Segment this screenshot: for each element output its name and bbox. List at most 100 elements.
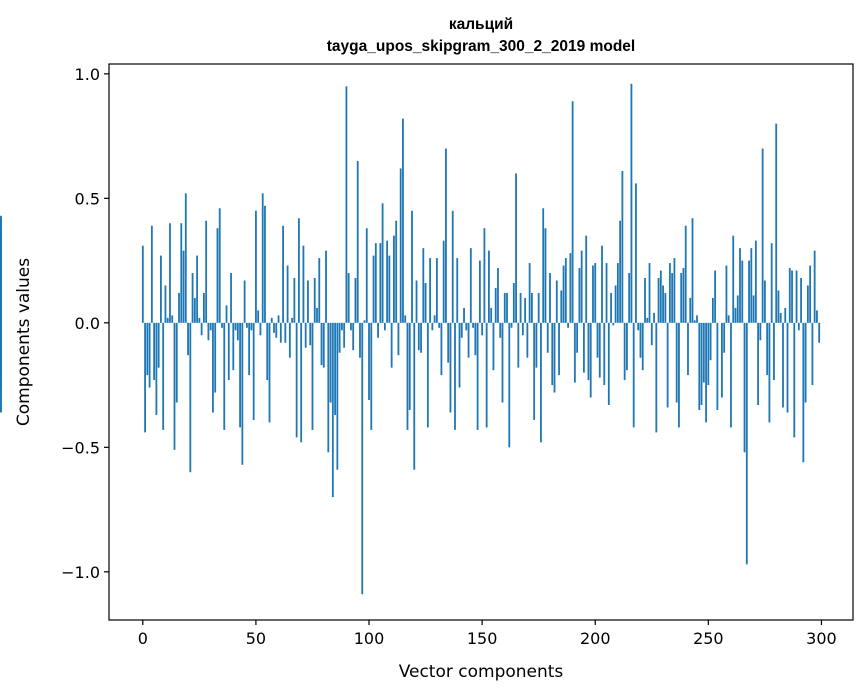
bar: [467, 322, 470, 358]
bar: [288, 322, 291, 358]
bar: [295, 322, 298, 438]
bar: [173, 322, 176, 450]
bar: [761, 148, 764, 323]
bar: [395, 220, 398, 323]
y-tick-label: 0.0: [75, 314, 100, 333]
y-tick-label: −0.5: [61, 438, 100, 457]
bar: [243, 280, 246, 323]
bar: [411, 210, 413, 323]
bar: [236, 322, 239, 341]
bar: [329, 322, 332, 403]
bar: [567, 322, 569, 328]
bar: [202, 292, 205, 323]
bar: [0, 258, 2, 323]
bar: [209, 322, 212, 331]
bar: [657, 278, 660, 323]
bar: [368, 322, 370, 401]
bar: [356, 160, 359, 323]
bar: [488, 250, 490, 323]
bar: [797, 322, 800, 331]
bar: [542, 208, 545, 323]
bar: [675, 322, 678, 403]
bar: [696, 315, 698, 323]
bar: [435, 258, 438, 323]
bar: [438, 322, 441, 328]
bar: [377, 322, 379, 338]
bar: [510, 322, 513, 328]
bar: [714, 270, 717, 323]
bar: [336, 322, 339, 470]
bar: [592, 265, 594, 323]
y-tick-label: 0.5: [75, 189, 100, 208]
bar: [596, 322, 599, 358]
x-tick-label: 50: [246, 629, 266, 648]
bar: [252, 322, 255, 420]
bar: [393, 235, 395, 323]
bar: [175, 322, 178, 403]
bar: [687, 322, 689, 376]
bar: [408, 322, 411, 410]
bar: [347, 273, 350, 323]
x-tick-label: 0: [138, 629, 148, 648]
bar: [227, 322, 230, 381]
chart-title: кальций: [449, 16, 513, 33]
bar: [752, 295, 755, 323]
bar: [730, 322, 732, 428]
bar: [261, 193, 264, 323]
bar: [569, 253, 572, 323]
bar: [664, 292, 667, 323]
bar: [286, 265, 289, 323]
bar: [607, 322, 610, 405]
bar: [180, 223, 183, 323]
bar: [705, 322, 707, 423]
bar: [162, 322, 165, 430]
bar: [241, 322, 244, 465]
bar: [379, 243, 382, 323]
bar: [544, 228, 547, 323]
x-tick-label: 300: [806, 629, 837, 648]
bar: [458, 322, 461, 388]
bar: [259, 322, 262, 336]
bar: [386, 240, 389, 323]
bar: [420, 322, 422, 353]
bar: [806, 285, 809, 323]
bar: [424, 282, 427, 323]
bar: [795, 270, 798, 323]
bar: [370, 322, 373, 430]
bar: [255, 210, 257, 323]
bar: [702, 322, 705, 383]
bar: [745, 322, 748, 565]
bar: [639, 322, 642, 358]
bar: [282, 225, 284, 323]
bar: [628, 273, 631, 323]
bar: [748, 260, 750, 323]
bar: [374, 243, 377, 323]
bar: [558, 322, 560, 376]
bar: [671, 273, 674, 323]
bar: [212, 322, 214, 413]
bar: [648, 263, 651, 323]
bar: [641, 322, 644, 371]
bar: [178, 292, 180, 323]
bar: [415, 280, 418, 323]
bar: [680, 273, 683, 323]
bar: [485, 322, 488, 428]
bar: [141, 245, 144, 323]
bar: [456, 258, 459, 323]
bar: [359, 322, 361, 358]
bar: [526, 322, 529, 358]
bar: [469, 248, 472, 323]
bar: [307, 280, 309, 323]
bar: [689, 297, 692, 323]
bar: [725, 265, 728, 323]
bar: [232, 322, 235, 371]
bar: [465, 322, 468, 331]
bar: [279, 322, 282, 343]
bar: [512, 282, 515, 323]
bar: [311, 322, 314, 430]
bar: [555, 280, 558, 323]
y-tick-label: 1.0: [75, 65, 100, 84]
bar: [264, 205, 266, 323]
bar: [417, 322, 420, 351]
bar: [623, 322, 626, 381]
